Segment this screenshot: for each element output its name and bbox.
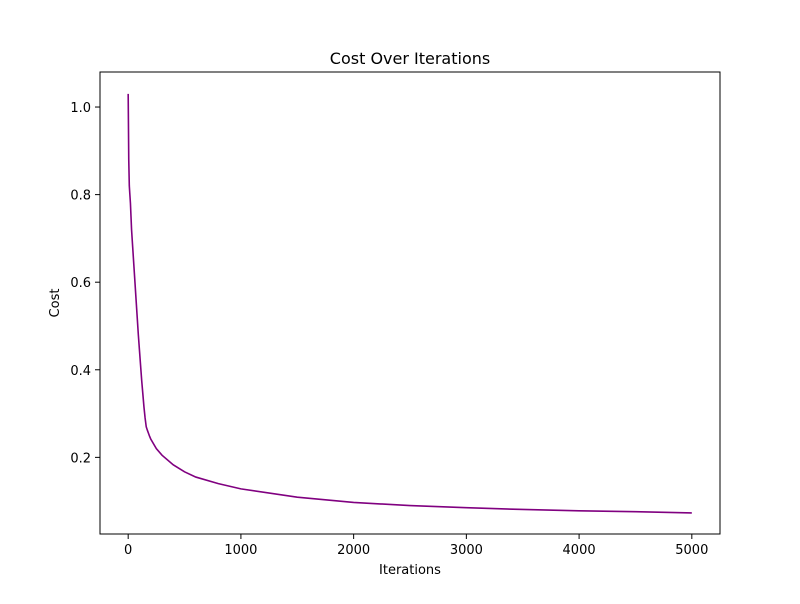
y-axis-label: Cost [48,289,63,318]
x-tick-label: 3000 [450,543,483,558]
chart-title: Cost Over Iterations [330,49,490,68]
y-tick-label: 0.2 [70,451,91,466]
x-axis-ticks: 0 1000 2000 3000 4000 5000 [124,534,708,558]
y-tick-label: 1.0 [70,101,91,116]
x-axis-label: Iterations [379,563,441,578]
y-tick-label: 0.6 [70,276,91,291]
y-axis-ticks: 0.2 0.4 0.6 0.8 1.0 [70,101,100,466]
series-line [127,93,692,514]
plot-frame [99,71,721,535]
y-tick-label: 0.4 [70,364,91,379]
x-tick-label: 5000 [675,543,708,558]
plot-area [99,71,721,535]
x-tick-label: 0 [124,543,132,558]
x-tick-label: 4000 [563,543,596,558]
x-tick-label: 1000 [224,543,257,558]
x-tick-label: 2000 [337,543,370,558]
y-tick-label: 0.8 [70,189,91,204]
